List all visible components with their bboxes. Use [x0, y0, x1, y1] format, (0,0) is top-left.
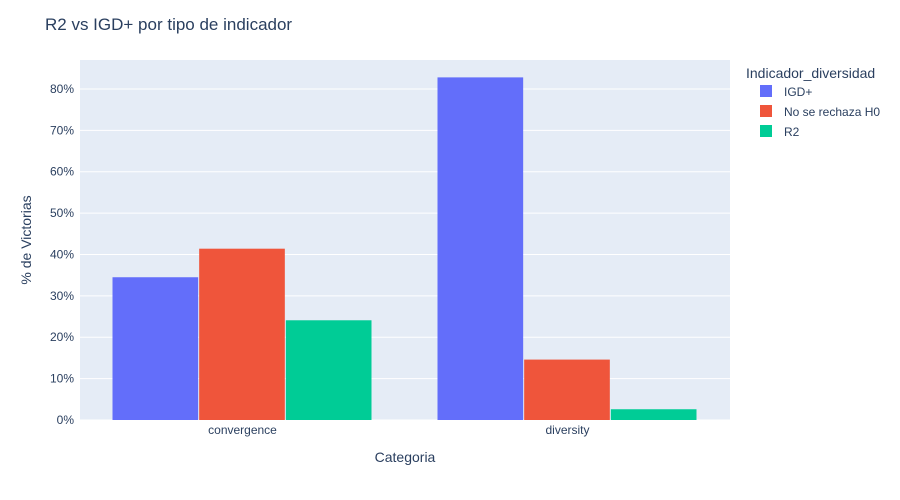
- legend-label: No se rechaza H0: [784, 105, 880, 119]
- bar: [199, 248, 285, 420]
- y-tick-label: 0%: [57, 413, 75, 427]
- bar: [610, 409, 697, 420]
- x-tick-labels: convergence diversity: [208, 423, 589, 437]
- y-tick-label: 20%: [50, 330, 74, 344]
- y-tick-label: 40%: [50, 247, 74, 261]
- y-tick-label: 50%: [50, 206, 74, 220]
- legend: Indicador_diversidad IGD+ No se rechaza H…: [746, 65, 880, 139]
- legend-swatch: [760, 105, 772, 117]
- bars: [112, 77, 697, 421]
- bar: [285, 320, 372, 420]
- bar: [524, 359, 610, 420]
- x-axis-title: Categoria: [375, 449, 436, 465]
- bar: [437, 77, 524, 421]
- y-tick-label: 70%: [50, 123, 74, 137]
- y-tick-label: 80%: [50, 82, 74, 96]
- y-tick-labels: 0% 10% 20% 30% 40% 50% 60% 70% 80%: [50, 82, 74, 427]
- legend-label: R2: [784, 125, 800, 139]
- y-tick-label: 30%: [50, 289, 74, 303]
- legend-swatch: [760, 125, 772, 137]
- legend-swatch: [760, 85, 772, 97]
- x-tick-label: diversity: [545, 423, 589, 437]
- y-tick-label: 60%: [50, 165, 74, 179]
- chart-title: R2 vs IGD+ por tipo de indicador: [45, 15, 292, 34]
- legend-title: Indicador_diversidad: [746, 65, 875, 81]
- bar: [112, 277, 199, 420]
- y-tick-label: 10%: [50, 372, 74, 386]
- x-tick-label: convergence: [208, 423, 277, 437]
- y-axis-title: % de Victorias: [18, 195, 34, 284]
- legend-label: IGD+: [784, 85, 812, 99]
